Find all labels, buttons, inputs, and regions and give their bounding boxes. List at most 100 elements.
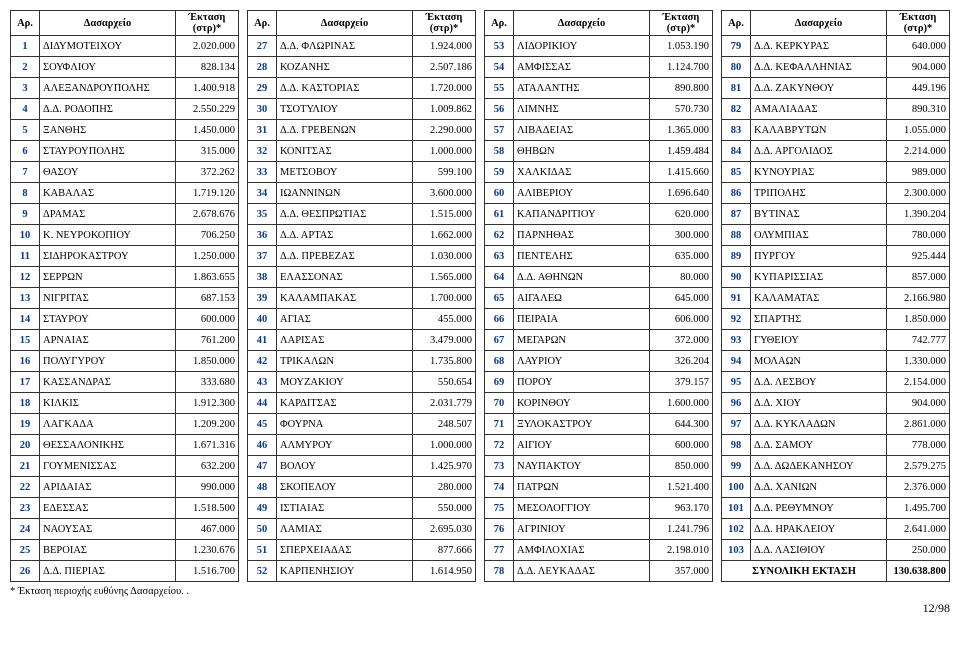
- row-name: ΔΙΔΥΜΟΤΕΙΧΟΥ: [40, 36, 176, 57]
- row-number: 96: [722, 393, 751, 414]
- table-row: 91ΚΑΛΑΜΑΤΑΣ2.166.980: [722, 288, 950, 309]
- row-area: 1.850.000: [887, 309, 950, 330]
- row-number: 33: [248, 162, 277, 183]
- row-area: 372.262: [176, 162, 239, 183]
- row-number: 81: [722, 78, 751, 99]
- row-number: 9: [11, 204, 40, 225]
- table-row: 66ΠΕΙΡΑΙΑ606.000: [485, 309, 713, 330]
- forestry-table: Αρ.ΔασαρχείοΈκταση (στρ)*79Δ.Δ. ΚΕΡΚΥΡΑΣ…: [721, 10, 950, 582]
- row-number: 97: [722, 414, 751, 435]
- row-name: ΛΑΡΙΣΑΣ: [277, 330, 413, 351]
- row-area: 2.300.000: [887, 183, 950, 204]
- table-row: 74ΠΑΤΡΩΝ1.521.400: [485, 477, 713, 498]
- table-row: 32ΚΟΝΙΤΣΑΣ1.000.000: [248, 141, 476, 162]
- table-row: 35Δ.Δ. ΘΕΣΠΡΩΤΙΑΣ1.515.000: [248, 204, 476, 225]
- table-row: 8ΚΑΒΑΛΑΣ1.719.120: [11, 183, 239, 204]
- row-name: Δ.Δ. ΘΕΣΠΡΩΤΙΑΣ: [277, 204, 413, 225]
- row-name: ΚΙΛΚΙΣ: [40, 393, 176, 414]
- row-area: 315.000: [176, 141, 239, 162]
- row-name: ΜΟΥΖΑΚΙΟΥ: [277, 372, 413, 393]
- row-name: ΧΑΛΚΙΔΑΣ: [514, 162, 650, 183]
- table-row: 29Δ.Δ. ΚΑΣΤΟΡΙΑΣ1.720.000: [248, 78, 476, 99]
- row-number: 14: [11, 309, 40, 330]
- row-name: ΓΥΘΕΙΟΥ: [751, 330, 887, 351]
- row-area: 1.330.000: [887, 351, 950, 372]
- table-row: 50ΛΑΜΙΑΣ2.695.030: [248, 519, 476, 540]
- table-row: 89ΠΥΡΓΟΥ925.444: [722, 246, 950, 267]
- header-num: Αρ.: [248, 11, 277, 36]
- table-row: 97Δ.Δ. ΚΥΚΛΑΔΩΝ2.861.000: [722, 414, 950, 435]
- header-name: Δασαρχείο: [514, 11, 650, 36]
- row-number: 80: [722, 57, 751, 78]
- table-row: 42ΤΡΙΚΑΛΩΝ1.735.800: [248, 351, 476, 372]
- column-3: Αρ.ΔασαρχείοΈκταση (στρ)*53ΛΙΔΟΡΙΚΙΟΥ1.0…: [484, 10, 713, 582]
- row-name: ΑΤΑΛΑΝΤΗΣ: [514, 78, 650, 99]
- row-name: ΜΕΣΟΛΟΓΓΙΟΥ: [514, 498, 650, 519]
- row-name: ΔΡΑΜΑΣ: [40, 204, 176, 225]
- row-name: Δ.Δ. ΚΕΦΑΛΛΗΝΙΑΣ: [751, 57, 887, 78]
- row-number: 19: [11, 414, 40, 435]
- row-number: 91: [722, 288, 751, 309]
- row-name: ΘΑΣΟΥ: [40, 162, 176, 183]
- row-area: 1.450.000: [176, 120, 239, 141]
- table-row: 30ΤΣΟΤΥΛΙΟΥ1.009.862: [248, 99, 476, 120]
- row-name: ΣΤΑΥΡΟΥ: [40, 309, 176, 330]
- row-number: 48: [248, 477, 277, 498]
- row-area: 2.290.000: [413, 120, 476, 141]
- row-number: 70: [485, 393, 514, 414]
- row-name: Δ.Δ. ΠΡΕΒΕΖΑΣ: [277, 246, 413, 267]
- row-name: ΣΠΕΡΧΕΙΑΔΑΣ: [277, 540, 413, 561]
- row-area: 925.444: [887, 246, 950, 267]
- table-row: 39ΚΑΛΑΜΠΑΚΑΣ1.700.000: [248, 288, 476, 309]
- header-area: Έκταση (στρ)*: [887, 11, 950, 36]
- row-area: 1.241.796: [650, 519, 713, 540]
- row-number: 31: [248, 120, 277, 141]
- row-number: 92: [722, 309, 751, 330]
- row-number: 10: [11, 225, 40, 246]
- row-number: 47: [248, 456, 277, 477]
- row-name: ΘΕΣΣΑΛΟΝΙΚΗΣ: [40, 435, 176, 456]
- row-area: 2.678.676: [176, 204, 239, 225]
- row-number: 43: [248, 372, 277, 393]
- table-row: 20ΘΕΣΣΑΛΟΝΙΚΗΣ1.671.316: [11, 435, 239, 456]
- table-row: 26Δ.Δ. ΠΙΕΡΙΑΣ1.516.700: [11, 561, 239, 582]
- row-number: 57: [485, 120, 514, 141]
- row-number: 86: [722, 183, 751, 204]
- table-row: 81Δ.Δ. ΖΑΚΥΝΘΟΥ449.196: [722, 78, 950, 99]
- row-area: 857.000: [887, 267, 950, 288]
- row-number: 29: [248, 78, 277, 99]
- row-area: 1.030.000: [413, 246, 476, 267]
- row-name: ΚΥΠΑΡΙΣΣΙΑΣ: [751, 267, 887, 288]
- table-row: 103Δ.Δ. ΛΑΣΙΘΙΟΥ250.000: [722, 540, 950, 561]
- row-area: 828.134: [176, 57, 239, 78]
- table-row: 24ΝΑΟΥΣΑΣ467.000: [11, 519, 239, 540]
- row-name: ΑΜΑΛΙΑΔΑΣ: [751, 99, 887, 120]
- header-area: Έκταση (στρ)*: [650, 11, 713, 36]
- row-number: 13: [11, 288, 40, 309]
- header-area: Έκταση (στρ)*: [413, 11, 476, 36]
- row-area: 1.400.918: [176, 78, 239, 99]
- row-area: 1.390.204: [887, 204, 950, 225]
- row-number: 77: [485, 540, 514, 561]
- row-number: 3: [11, 78, 40, 99]
- row-area: 1.662.000: [413, 225, 476, 246]
- row-area: 990.000: [176, 477, 239, 498]
- row-area: 467.000: [176, 519, 239, 540]
- row-name: Δ.Δ. ΚΑΣΤΟΡΙΑΣ: [277, 78, 413, 99]
- table-row: 9ΔΡΑΜΑΣ2.678.676: [11, 204, 239, 225]
- row-name: Δ.Δ. ΡΕΘΥΜΝΟΥ: [751, 498, 887, 519]
- row-area: 1.055.000: [887, 120, 950, 141]
- row-name: ΙΩΑΝΝΙΝΩΝ: [277, 183, 413, 204]
- table-row: 48ΣΚΟΠΕΛΟΥ280.000: [248, 477, 476, 498]
- row-area: 357.000: [650, 561, 713, 582]
- row-area: 1.365.000: [650, 120, 713, 141]
- table-row: 71ΞΥΛΟΚΑΣΤΡΟΥ644.300: [485, 414, 713, 435]
- row-area: 372.000: [650, 330, 713, 351]
- row-number: 79: [722, 36, 751, 57]
- row-number: 56: [485, 99, 514, 120]
- row-number: 71: [485, 414, 514, 435]
- table-row: 55ΑΤΑΛΑΝΤΗΣ890.800: [485, 78, 713, 99]
- row-number: 18: [11, 393, 40, 414]
- table-row: 10Κ. ΝΕΥΡΟΚΟΠΙΟΥ706.250: [11, 225, 239, 246]
- row-number: 58: [485, 141, 514, 162]
